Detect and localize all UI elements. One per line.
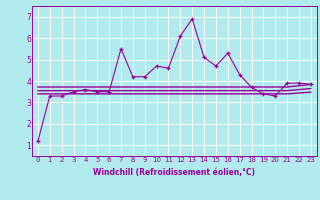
X-axis label: Windchill (Refroidissement éolien,°C): Windchill (Refroidissement éolien,°C) [93,168,255,177]
